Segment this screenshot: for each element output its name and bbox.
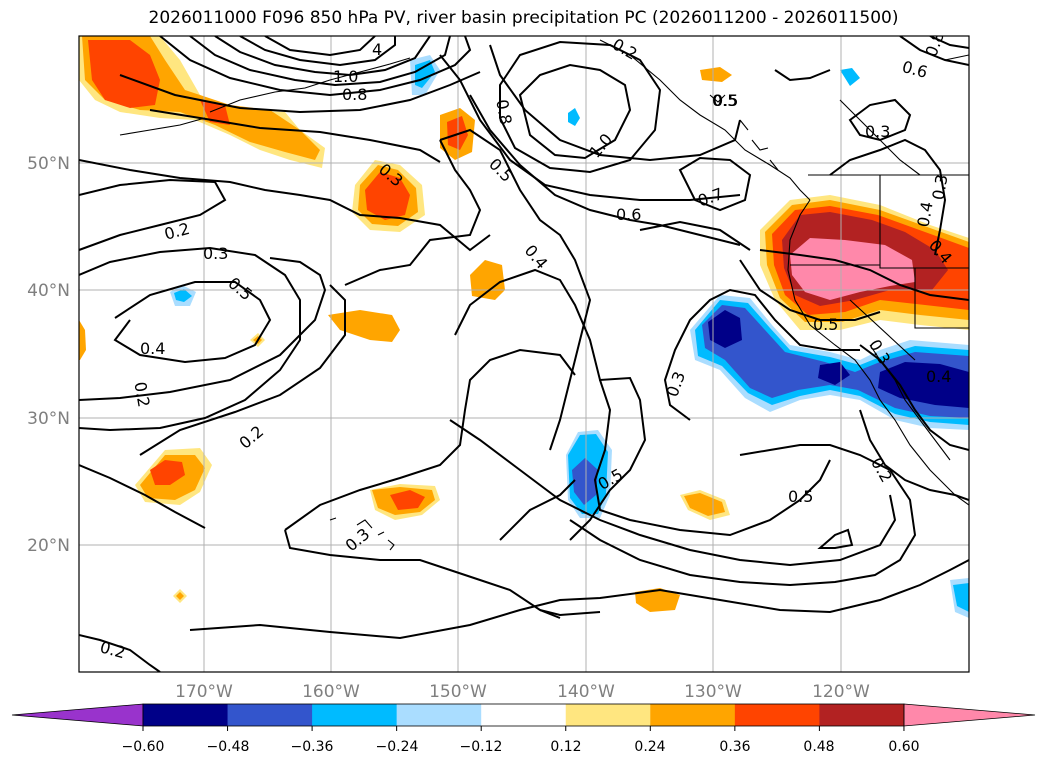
colorbar-extend-high [903, 703, 1036, 727]
contour-label: 0.4 [926, 367, 951, 386]
contour-label: 0.4 [914, 200, 937, 228]
contour-label: 0.6 [616, 205, 641, 224]
lat-label: 20°N [27, 536, 70, 556]
colorbar-segment [227, 704, 313, 726]
contour-label: 0.3 [928, 173, 951, 201]
contour-label: 0.2 [130, 380, 153, 408]
colorbar-segment [312, 704, 398, 726]
coastlines [119, 39, 969, 551]
colorbar-frame [142, 703, 905, 727]
lon-label: 170°W [175, 682, 233, 702]
colorbar-segment [481, 704, 567, 726]
lat-label: 30°N [27, 409, 70, 429]
precipitation-shading [79, 36, 969, 618]
colorbar-tick-label: −0.12 [460, 739, 503, 755]
contour-label: 0.5 [713, 91, 738, 110]
colorbar-tick-label: −0.24 [376, 739, 419, 755]
colorbar-segment [565, 704, 651, 726]
contour-label: 1.0 [333, 67, 358, 86]
map-panel[interactable]: 0.2 0.3 0.5 0.4 0.2 0.2 0.2 0.3 0.4 0.5 … [79, 29, 969, 672]
pv-contours [79, 36, 969, 672]
colorbar-segment [734, 704, 820, 726]
map-frame [78, 35, 970, 673]
colorbar-tick-label: −0.60 [122, 739, 165, 755]
colorbar-tick-label: −0.48 [207, 739, 250, 755]
colorbar-segment [143, 704, 229, 726]
lon-label: 130°W [684, 682, 742, 702]
contour-label: 0.3 [865, 122, 890, 141]
colorbar-tick-label: 0.12 [550, 739, 581, 755]
longitude-labels: 170°W 160°W 150°W 140°W 130°W 120°W [175, 682, 870, 702]
contour-label: 0.8 [922, 29, 949, 59]
colorbar-tick-label: 0.36 [719, 739, 750, 755]
contour-label: 0.5 [788, 487, 813, 506]
lon-label: 140°W [557, 682, 615, 702]
contour-label: 0.5 [813, 315, 838, 334]
colorbar-tick-label: 0.48 [803, 739, 834, 755]
colorbar-segment [819, 704, 905, 726]
colorbar-tick-labels: −0.60 −0.48 −0.36 −0.24 −0.12 0.12 0.24 … [122, 739, 920, 755]
lon-label: 150°W [429, 682, 487, 702]
lat-label: 40°N [27, 281, 70, 301]
lon-label: 160°W [302, 682, 360, 702]
colorbar-segment [650, 704, 736, 726]
contour-label: 4 [372, 40, 382, 59]
colorbar-tick-label: 0.60 [888, 739, 919, 755]
contour-label: 0.3 [203, 244, 228, 263]
lat-label: 50°N [27, 154, 70, 174]
figure-title: 2026011000 F096 850 hPa PV, river basin … [148, 8, 899, 28]
colorbar-segment [396, 704, 482, 726]
colorbar-tick-label: 0.24 [634, 739, 665, 755]
colorbar-tick-label: −0.36 [291, 739, 334, 755]
colorbar [11, 703, 1036, 731]
contour-label: 0.5 [712, 91, 737, 110]
contour-label: 0.4 [140, 339, 165, 358]
latitude-labels: 50°N 40°N 30°N 20°N [27, 154, 70, 556]
colorbar-extend-low [11, 703, 144, 727]
lon-label: 120°W [812, 682, 870, 702]
contour-label: 0.8 [492, 98, 515, 126]
contour-label: 0.8 [342, 85, 367, 104]
